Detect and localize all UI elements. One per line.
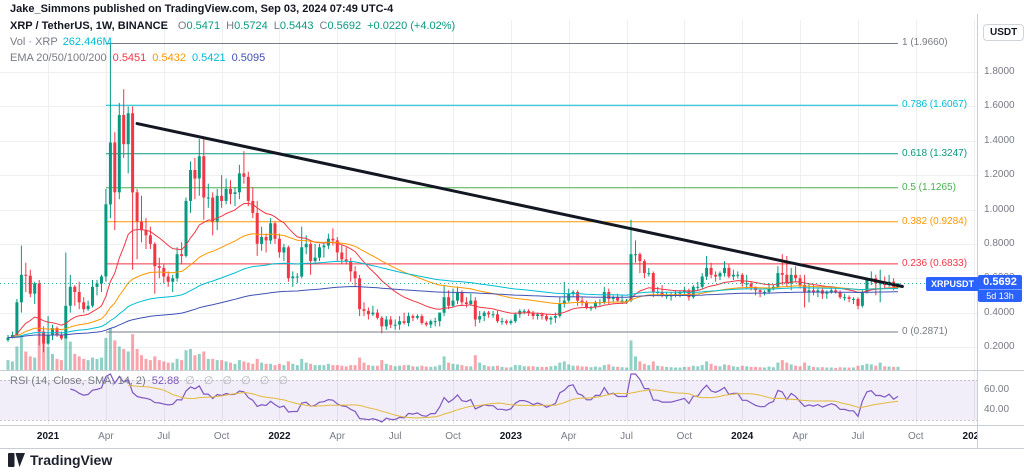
price-tick: 0.4000 (984, 306, 1015, 318)
time-tick: Apr (329, 431, 346, 442)
volume-value: 262.446M (62, 36, 112, 48)
last-price-tag: 0.5692 5d 13h (978, 274, 1022, 302)
ema-200-line (8, 285, 899, 338)
close-label: C (319, 20, 328, 32)
rsi-legend: RSI (14, Close, SMA, 14, 2) 52.88 ∅ ∅ ∅ … (10, 375, 291, 388)
time-tick: 2022 (268, 431, 291, 442)
attribution: Jake_Simmons published on TradingView.co… (10, 3, 394, 15)
time-tick: Jul (388, 431, 402, 442)
time-tick: 2021 (36, 431, 60, 442)
time-tick: Oct (213, 431, 230, 442)
volume-label[interactable]: Vol · XRP (10, 36, 58, 48)
time-tick: 2024 (731, 431, 754, 442)
pane-separators (0, 14, 1024, 449)
fib-label: 0.5 (1.1265) (902, 181, 956, 193)
low-value: 0.5443 (279, 20, 314, 32)
descending-trendline (135, 122, 904, 288)
ema-label[interactable]: EMA 20/50/100/200 (10, 52, 107, 64)
rsi-tick: 40.00 (984, 404, 1010, 415)
rsi-tick: 60.00 (984, 384, 1010, 395)
fib-label: 0.618 (1.3247) (902, 147, 968, 159)
high-ohlc: H 0.5724 (226, 20, 268, 33)
ema-legend: EMA 20/50/100/200 0.5451 0.5432 0.5421 0… (10, 52, 265, 65)
open-label: O (177, 20, 187, 32)
price-tick: 1.6000 (984, 100, 1015, 112)
price-tick: 1.0000 (984, 203, 1015, 215)
ema-100-line (8, 260, 899, 338)
last-price: 0.5692 (983, 275, 1017, 288)
currency-button[interactable]: USDT (983, 24, 1024, 41)
time-tick: Oct (908, 431, 924, 442)
fib-label: 0.236 (0.6833) (902, 257, 968, 269)
time-tick: Jul (620, 431, 633, 442)
change-value: +0.0220 (+4.02%) (367, 20, 456, 32)
rsi-label[interactable]: RSI (14, Close, SMA, 14, 2) (10, 375, 146, 387)
rsi-value: 52.88 (151, 375, 180, 387)
time-tick: Oct (676, 431, 693, 442)
ema100-value: 0.5421 (191, 52, 226, 64)
volume-bars (6, 328, 900, 370)
time-tick: 2025 (962, 431, 977, 442)
ema200-value: 0.5095 (231, 52, 266, 64)
rsi-pane (0, 373, 977, 423)
symbol-legend: XRP / TetherUS, 1W, BINANCE O 0.5471 H 0.5… (10, 20, 455, 33)
ema-20-line (7, 202, 899, 338)
open-value: 0.5471 (186, 20, 221, 32)
time-tick: Jul (851, 431, 865, 442)
time-tick: Apr (560, 431, 577, 442)
time-axis[interactable]: 2021 Apr Jul Oct 2022 Apr Jul Oct 2023 Apr Jul Oct 2… (0, 427, 977, 447)
price-tick: 1.2000 (984, 169, 1015, 181)
time-tick: Apr (98, 431, 114, 442)
time-tick: Oct (445, 431, 461, 442)
price-line-symbol-tag: XRPUSDT (926, 276, 980, 291)
fib-label: 0.382 (0.9284) (902, 215, 968, 227)
time-tick: 2023 (499, 431, 522, 442)
price-tick: 1.4000 (984, 134, 1015, 146)
volume-legend: Vol · XRP 262.446M (10, 36, 112, 49)
fib-label: 1 (1.9660) (902, 37, 948, 49)
high-label: H (226, 20, 235, 32)
price-axis[interactable]: USDT 1.8000 1.6000 1.4000 1.2000 1.0000 0.800… (977, 0, 1024, 448)
price-tick: 1.8000 (984, 66, 1015, 77)
footer-branding: TradingView (8, 452, 112, 468)
tradingview-logo-icon[interactable] (8, 453, 25, 467)
low-ohlc: L 0.5443 (274, 20, 314, 33)
low-label: L (273, 20, 280, 32)
rsi-ma-line (128, 385, 899, 419)
price-tick: 0.8000 (984, 237, 1015, 249)
symbol-title[interactable]: XRP / TetherUS, 1W, BINANCE (10, 20, 168, 32)
bar-countdown: 5d 13h (978, 288, 1022, 302)
fib-retracement-lines (105, 42, 898, 333)
ema-50-line (7, 233, 899, 338)
main-pane (6, 42, 904, 370)
ema50-value: 0.5432 (152, 52, 186, 64)
price-tick: 0.2000 (984, 341, 1015, 352)
rsi-hidden-values: ∅ ∅ ∅ ∅ ∅ ∅ (185, 375, 292, 387)
open-ohlc: O 0.5471 (178, 20, 220, 33)
ema20-value: 0.5451 (112, 52, 147, 64)
close-value: 0.5692 (327, 20, 362, 32)
time-tick: Apr (792, 431, 808, 442)
close-ohlc: C 0.5692 (320, 20, 362, 33)
fib-label: 0 (0.2871) (902, 326, 948, 338)
tradingview-wordmark[interactable]: TradingView (30, 452, 113, 468)
time-tick: Jul (157, 431, 171, 442)
fib-label: 0.786 (1.6067) (902, 99, 968, 111)
high-value: 0.5724 (234, 20, 268, 32)
